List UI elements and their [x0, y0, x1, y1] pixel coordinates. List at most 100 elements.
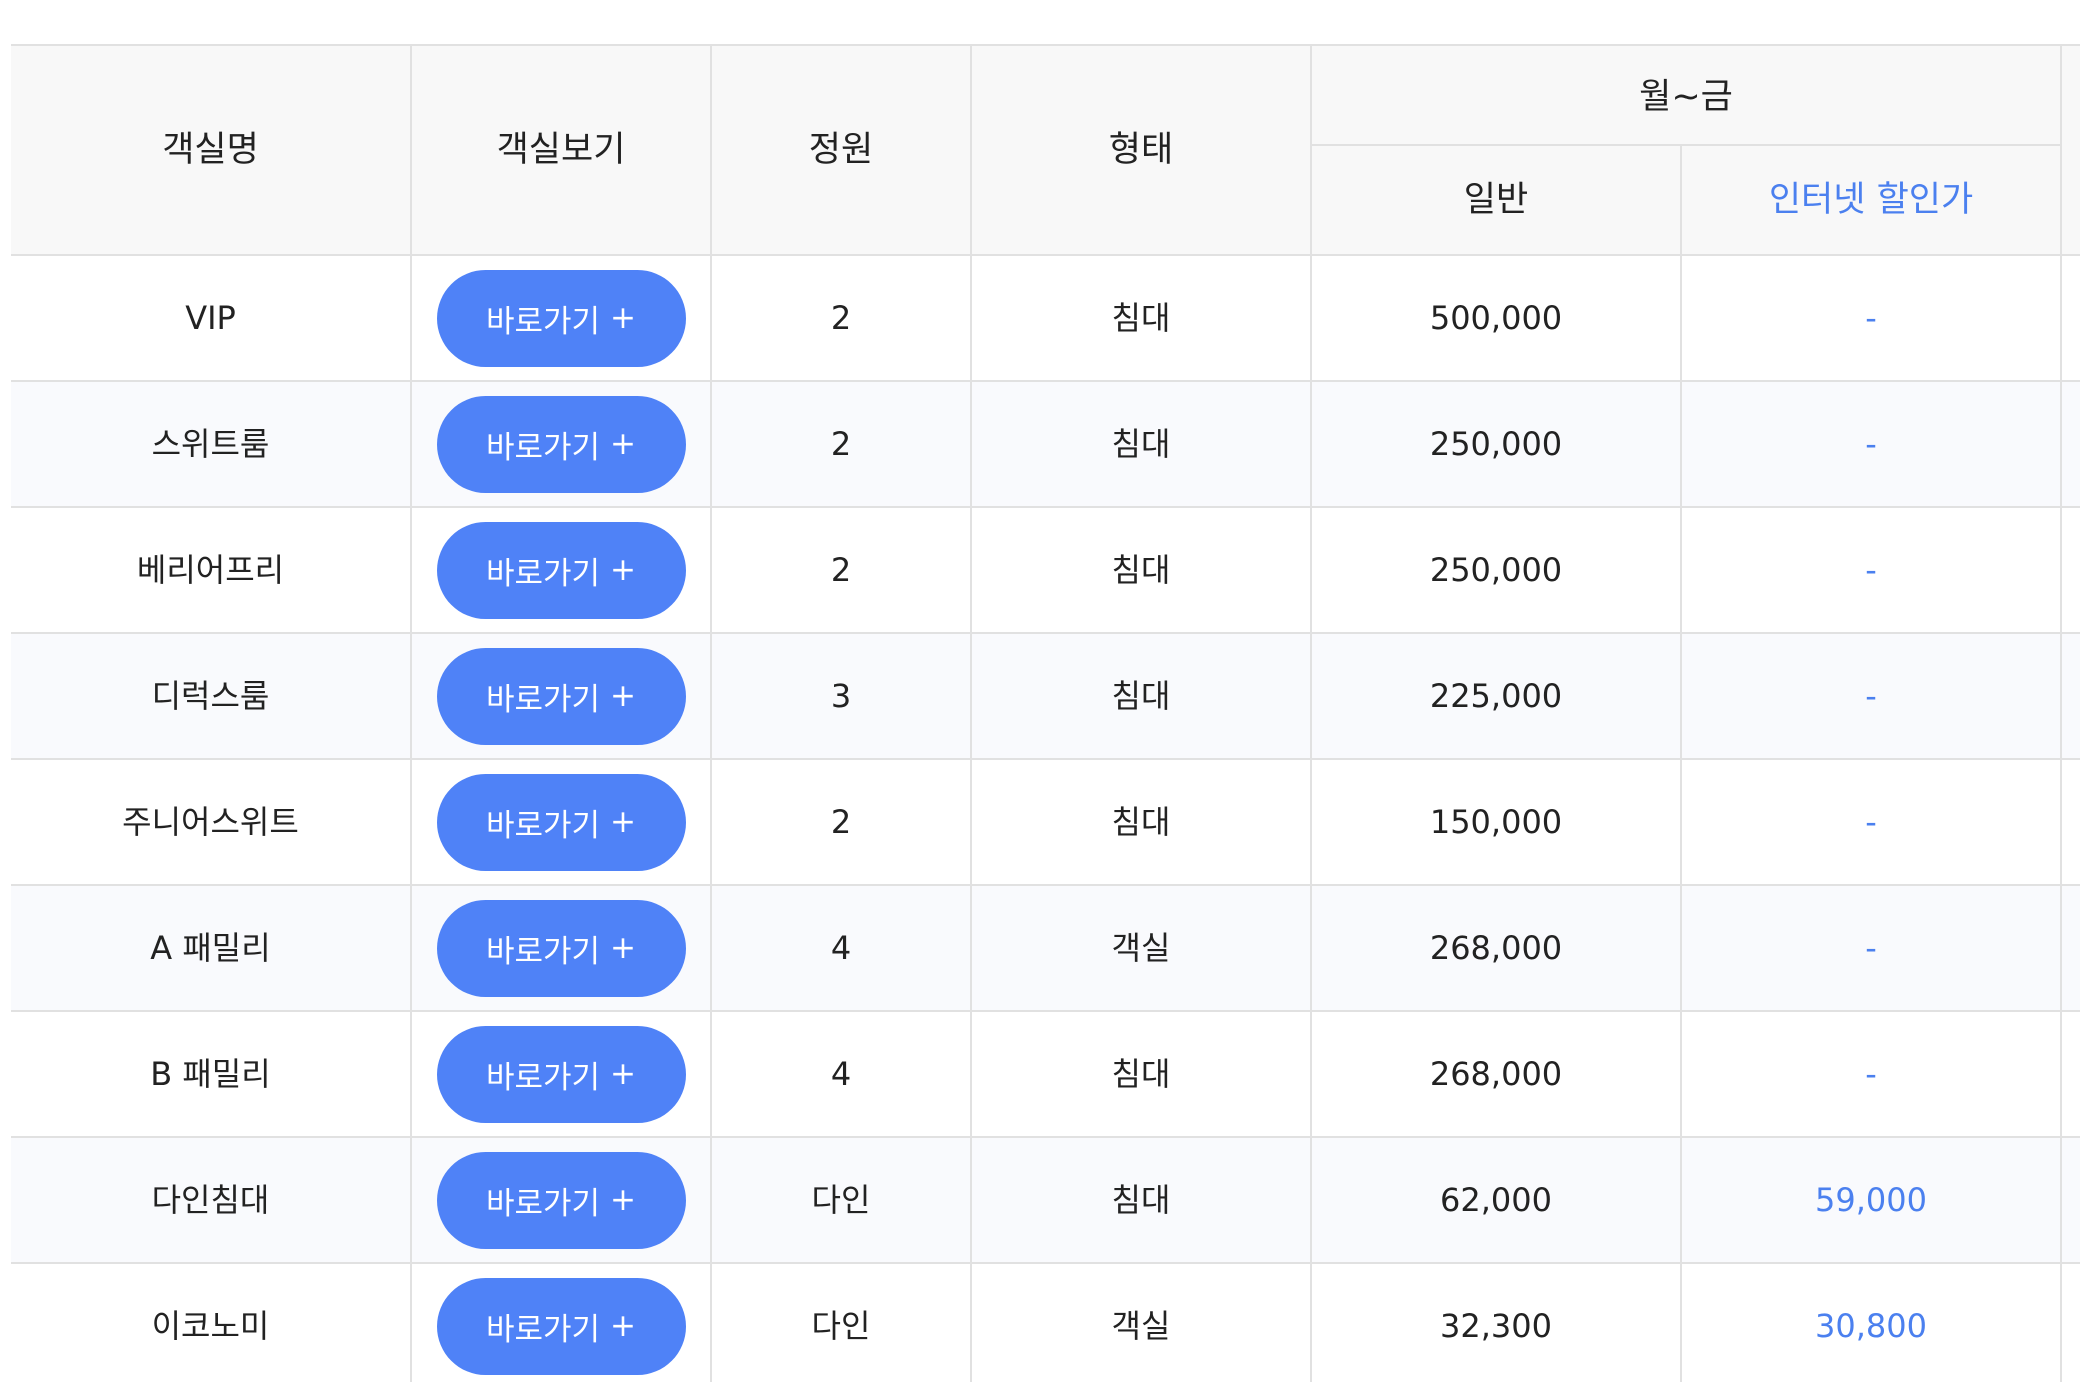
room-name-cell: A 패밀리 [11, 884, 412, 1012]
header-room-name: 객실명 [11, 44, 412, 256]
go-to-room-button[interactable]: 바로가기 + [436, 395, 686, 493]
type-cell: 침대 [970, 254, 1312, 382]
go-to-room-button[interactable]: 바로가기 + [436, 647, 686, 745]
capacity-cell: 다인 [710, 1136, 972, 1264]
go-to-room-button[interactable]: 바로가기 + [436, 1025, 686, 1123]
regular-price-cell: 32,300 [1310, 1262, 1682, 1382]
type-cell: 객실 [970, 1262, 1312, 1382]
header-internet-discount: 인터넷 할인가 [1679, 144, 2063, 256]
room-view-cell: 바로가기 + [410, 632, 712, 760]
room-name-cell: 이코노미 [11, 1262, 412, 1382]
plus-icon: + [610, 426, 637, 462]
room-name-cell: 베리어프리 [11, 506, 412, 634]
go-to-room-label: 바로가기 [485, 1311, 601, 1348]
go-to-room-label: 바로가기 [485, 555, 601, 592]
type-cell: 침대 [970, 380, 1312, 508]
capacity-cell: 다인 [710, 1262, 972, 1382]
room-view-cell: 바로가기 + [410, 884, 712, 1012]
plus-icon: + [610, 1308, 637, 1344]
room-view-cell: 바로가기 + [410, 1010, 712, 1138]
overflow-cell [2060, 254, 2080, 382]
regular-price-cell: 500,000 [1310, 254, 1682, 382]
header-capacity: 정원 [710, 44, 972, 256]
header-weekday-period: 월~금 [1309, 44, 2063, 146]
plus-icon: + [610, 1056, 637, 1092]
overflow-cell [2060, 1136, 2080, 1264]
header-regular-price: 일반 [1311, 144, 1682, 256]
room-view-cell: 바로가기 + [410, 1262, 712, 1382]
go-to-room-label: 바로가기 [485, 933, 601, 970]
plus-icon: + [610, 1182, 637, 1218]
capacity-cell: 4 [710, 884, 972, 1012]
plus-icon: + [610, 552, 637, 588]
type-cell: 침대 [970, 1010, 1312, 1138]
table-body: VIP 바로가기 +2 침대 500,000- 스위트룸 바로가기 +2 침대 250,000- 베… [11, 254, 2080, 1382]
internet-price-cell: - [1679, 758, 2063, 886]
overflow-cell [2060, 380, 2080, 508]
go-to-room-label: 바로가기 [485, 807, 601, 844]
internet-price-cell: - [1679, 254, 2063, 382]
plus-icon: + [610, 300, 637, 336]
room-name-cell: 스위트룸 [11, 380, 412, 508]
regular-price-cell: 268,000 [1310, 884, 1682, 1012]
capacity-cell: 2 [710, 254, 972, 382]
type-cell: 침대 [970, 632, 1312, 760]
internet-price-cell: 30,800 [1679, 1262, 2063, 1382]
room-rates-table: 객실명 객실보기 정원 형태 월~금 일반 인터넷 할인가 VIP 바로가기 +2 침… [11, 44, 2080, 1382]
table-row: 베리어프리 바로가기 +2 침대 250,000- [11, 506, 2080, 634]
internet-price-cell: - [1679, 1010, 2063, 1138]
room-view-cell: 바로가기 + [410, 380, 712, 508]
regular-price-cell: 225,000 [1310, 632, 1682, 760]
go-to-room-button[interactable]: 바로가기 + [436, 521, 686, 619]
regular-price-cell: 62,000 [1310, 1136, 1682, 1264]
room-view-cell: 바로가기 + [410, 758, 712, 886]
go-to-room-button[interactable]: 바로가기 + [436, 1277, 686, 1375]
capacity-cell: 3 [710, 632, 972, 760]
table-header: 객실명 객실보기 정원 형태 월~금 일반 인터넷 할인가 [11, 44, 2080, 256]
plus-icon: + [610, 804, 637, 840]
internet-price-cell: - [1679, 632, 2063, 760]
room-view-cell: 바로가기 + [410, 506, 712, 634]
table-row: 다인침대 바로가기 + 다인 침대 62,000 59,000 [11, 1136, 2080, 1264]
overflow-cell [2060, 758, 2080, 886]
go-to-room-label: 바로가기 [485, 1185, 601, 1222]
go-to-room-button[interactable]: 바로가기 + [436, 899, 686, 997]
rates-table-container: 객실명 객실보기 정원 형태 월~금 일반 인터넷 할인가 VIP 바로가기 +2 침… [11, 44, 2080, 1382]
room-name-cell: 디럭스룸 [11, 632, 412, 760]
overflow-cell [2060, 506, 2080, 634]
overflow-cell [2060, 632, 2080, 760]
go-to-room-button[interactable]: 바로가기 + [436, 1151, 686, 1249]
internet-price-cell: - [1679, 380, 2063, 508]
type-cell: 침대 [970, 506, 1312, 634]
go-to-room-button[interactable]: 바로가기 + [436, 773, 686, 871]
internet-price-cell: - [1679, 506, 2063, 634]
internet-price-cell: - [1679, 884, 2063, 1012]
table-row: 디럭스룸 바로가기 +3 침대 225,000- [11, 632, 2080, 760]
plus-icon: + [610, 930, 637, 966]
table-row: A 패밀리 바로가기 +4 객실 268,000- [11, 884, 2080, 1012]
go-to-room-label: 바로가기 [485, 303, 601, 340]
go-to-room-button[interactable]: 바로가기 + [436, 269, 686, 367]
regular-price-cell: 268,000 [1310, 1010, 1682, 1138]
overflow-cell [2060, 1262, 2080, 1382]
header-overflow-cell [2060, 44, 2080, 256]
go-to-room-label: 바로가기 [485, 681, 601, 718]
overflow-cell [2060, 884, 2080, 1012]
room-view-cell: 바로가기 + [410, 1136, 712, 1264]
regular-price-cell: 150,000 [1310, 758, 1682, 886]
capacity-cell: 2 [710, 506, 972, 634]
go-to-room-label: 바로가기 [485, 1059, 601, 1096]
overflow-cell [2060, 1010, 2080, 1138]
header-type: 형태 [970, 44, 1312, 256]
header-room-view: 객실보기 [410, 44, 712, 256]
capacity-cell: 4 [710, 1010, 972, 1138]
table-row: 스위트룸 바로가기 +2 침대 250,000- [11, 380, 2080, 508]
type-cell: 침대 [970, 1136, 1312, 1264]
table-row: 주니어스위트 바로가기 +2 침대 150,000- [11, 758, 2080, 886]
room-name-cell: 주니어스위트 [11, 758, 412, 886]
regular-price-cell: 250,000 [1310, 380, 1682, 508]
internet-price-cell: 59,000 [1679, 1136, 2063, 1264]
room-name-cell: VIP [11, 254, 412, 382]
type-cell: 객실 [970, 884, 1312, 1012]
table-row: B 패밀리 바로가기 +4 침대 268,000- [11, 1010, 2080, 1138]
